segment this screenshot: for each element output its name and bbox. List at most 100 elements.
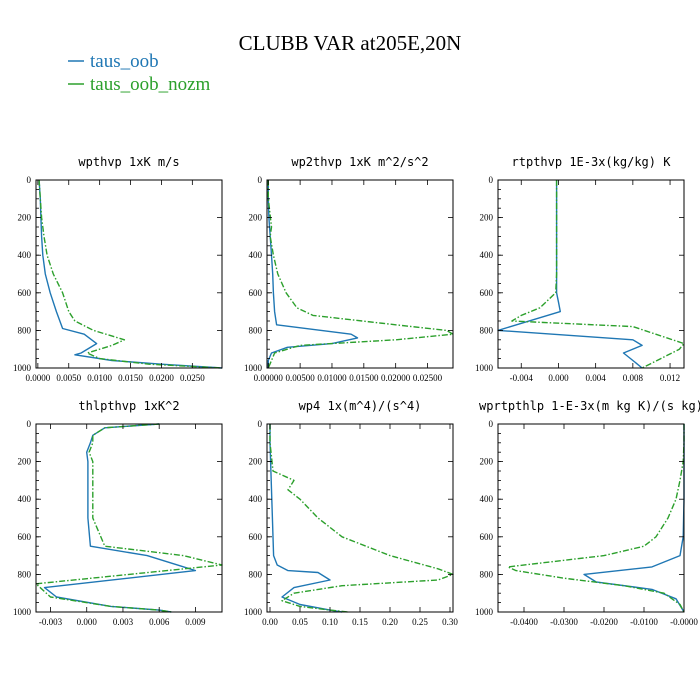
y-tick-label: 200 <box>18 213 32 223</box>
y-tick-label: 800 <box>480 325 494 335</box>
x-tick-label: 0.00 <box>262 617 278 627</box>
y-tick-label: 200 <box>480 213 494 223</box>
x-tick-label: -0.0000 <box>670 617 698 627</box>
y-tick-label: 800 <box>480 569 494 579</box>
y-tick-label: 1000 <box>244 607 263 617</box>
plot-frame <box>497 179 685 369</box>
y-tick-label: 0 <box>258 175 263 185</box>
series-line-taus-oob-nozm <box>35 423 223 613</box>
panel-title: wp2thvp 1xK m^2/s^2 <box>291 155 428 169</box>
x-tick-label: 0.0250 <box>180 373 205 383</box>
x-tick-label: 0.0100 <box>87 373 112 383</box>
series-line-taus-oob <box>38 179 223 369</box>
panel-title: rtpthvp 1E-3x(kg/kg) K <box>512 155 672 169</box>
panel-4: thlpthvp 1xK^2 0 200 400 600 800 1000 -0.003 0.0… <box>13 399 223 627</box>
panel-title: thlpthvp 1xK^2 <box>78 399 179 413</box>
x-tick-label: 0.0150 <box>118 373 143 383</box>
y-tick-label: 400 <box>249 250 263 260</box>
y-tick-label: 800 <box>18 569 32 579</box>
x-tick-label: 0.15 <box>352 617 368 627</box>
y-tick-label: 800 <box>249 569 263 579</box>
y-tick-label: 400 <box>480 494 494 504</box>
plot-frame <box>35 179 223 369</box>
x-tick-label: 0.000 <box>77 617 98 627</box>
series-line-taus-oob-nozm <box>511 180 685 369</box>
figure-title: CLUBB VAR at205E,20N <box>239 31 462 55</box>
legend: taus_oob taus_oob_nozm <box>68 51 211 95</box>
x-tick-label: 0.0050 <box>56 373 81 383</box>
panel-2: wp2thvp 1xK m^2/s^2020040060080010000.00… <box>244 155 454 383</box>
y-tick-label: 800 <box>18 325 32 335</box>
y-tick-label: 1000 <box>475 363 494 373</box>
x-tick-label: -0.0300 <box>550 617 578 627</box>
y-tick-label: 0 <box>27 419 32 429</box>
x-tick-label: 0.00000 <box>254 373 284 383</box>
x-tick-label: 0.10 <box>322 617 338 627</box>
x-tick-label: 0.003 <box>113 617 134 627</box>
x-tick-label: -0.0400 <box>510 617 538 627</box>
x-tick-label: 0.0000 <box>25 373 50 383</box>
y-tick-label: 200 <box>480 457 494 467</box>
panel-6: wprtpthlp 1-E-3x(m kg K)/(s kg) 0 200 400 60… <box>475 399 700 627</box>
y-tick-label: 400 <box>249 494 263 504</box>
x-tick-label: 0.05 <box>292 617 308 627</box>
y-tick-label: 600 <box>480 532 494 542</box>
series-line-taus-oob <box>497 180 643 369</box>
legend-label-taus-oob: taus_oob <box>90 51 159 72</box>
series-line-taus-oob-nozm <box>38 179 223 369</box>
x-tick-label: -0.003 <box>39 617 63 627</box>
y-tick-label: 1000 <box>13 607 32 617</box>
y-tick-label: 0 <box>489 175 494 185</box>
y-tick-label: 600 <box>249 288 263 298</box>
x-tick-label: 0.25 <box>412 617 428 627</box>
plot-frame <box>497 423 685 613</box>
x-tick-label: -0.0200 <box>590 617 618 627</box>
x-tick-label: 0.01000 <box>317 373 347 383</box>
plot-frame <box>266 179 454 369</box>
y-tick-label: 200 <box>18 457 32 467</box>
series-line-taus-oob <box>43 423 197 613</box>
y-tick-label: 200 <box>249 457 263 467</box>
y-tick-label: 1000 <box>244 363 263 373</box>
y-tick-label: 400 <box>18 250 32 260</box>
y-tick-label: 0 <box>27 175 32 185</box>
y-tick-label: 0 <box>258 419 263 429</box>
series-line-taus-oob-nozm <box>267 180 454 369</box>
x-tick-label: 0.30 <box>442 617 458 627</box>
x-tick-label: 0.01500 <box>349 373 379 383</box>
panel-title: wprtpthlp 1-E-3x(m kg K)/(s kg) <box>479 399 700 413</box>
x-tick-label: 0.00500 <box>285 373 315 383</box>
y-tick-label: 600 <box>18 532 32 542</box>
x-tick-label: 0.000 <box>548 373 569 383</box>
y-tick-label: 0 <box>489 419 494 429</box>
x-tick-label: 0.008 <box>623 373 644 383</box>
plot-frame <box>266 423 454 613</box>
panel-3: rtpthvp 1E-3x(kg/kg) K 0 200 400 600 800 1000 -… <box>475 155 685 383</box>
x-tick-label: 0.004 <box>586 373 607 383</box>
x-tick-label: 0.02500 <box>413 373 443 383</box>
plot-frame <box>35 423 223 613</box>
x-tick-label: 0.012 <box>660 373 680 383</box>
x-tick-label: -0.004 <box>510 373 534 383</box>
legend-label-taus-oob-nozm: taus_oob_nozm <box>90 74 211 95</box>
series-line-taus-oob <box>583 424 685 613</box>
series-line-taus-oob-nozm <box>507 424 685 613</box>
x-tick-label: 0.20 <box>382 617 398 627</box>
y-tick-label: 1000 <box>13 363 32 373</box>
panel-title: wpthvp 1xK m/s <box>78 155 179 169</box>
y-tick-label: 800 <box>249 325 263 335</box>
series-line-taus-oob <box>267 180 359 368</box>
y-tick-label: 400 <box>480 250 494 260</box>
y-tick-label: 200 <box>249 213 263 223</box>
y-tick-label: 1000 <box>475 607 494 617</box>
x-tick-label: 0.0200 <box>149 373 174 383</box>
y-tick-label: 600 <box>480 288 494 298</box>
y-tick-label: 600 <box>18 288 32 298</box>
y-tick-label: 600 <box>249 532 263 542</box>
y-tick-label: 400 <box>18 494 32 504</box>
series-line-taus-oob-nozm <box>269 424 454 613</box>
